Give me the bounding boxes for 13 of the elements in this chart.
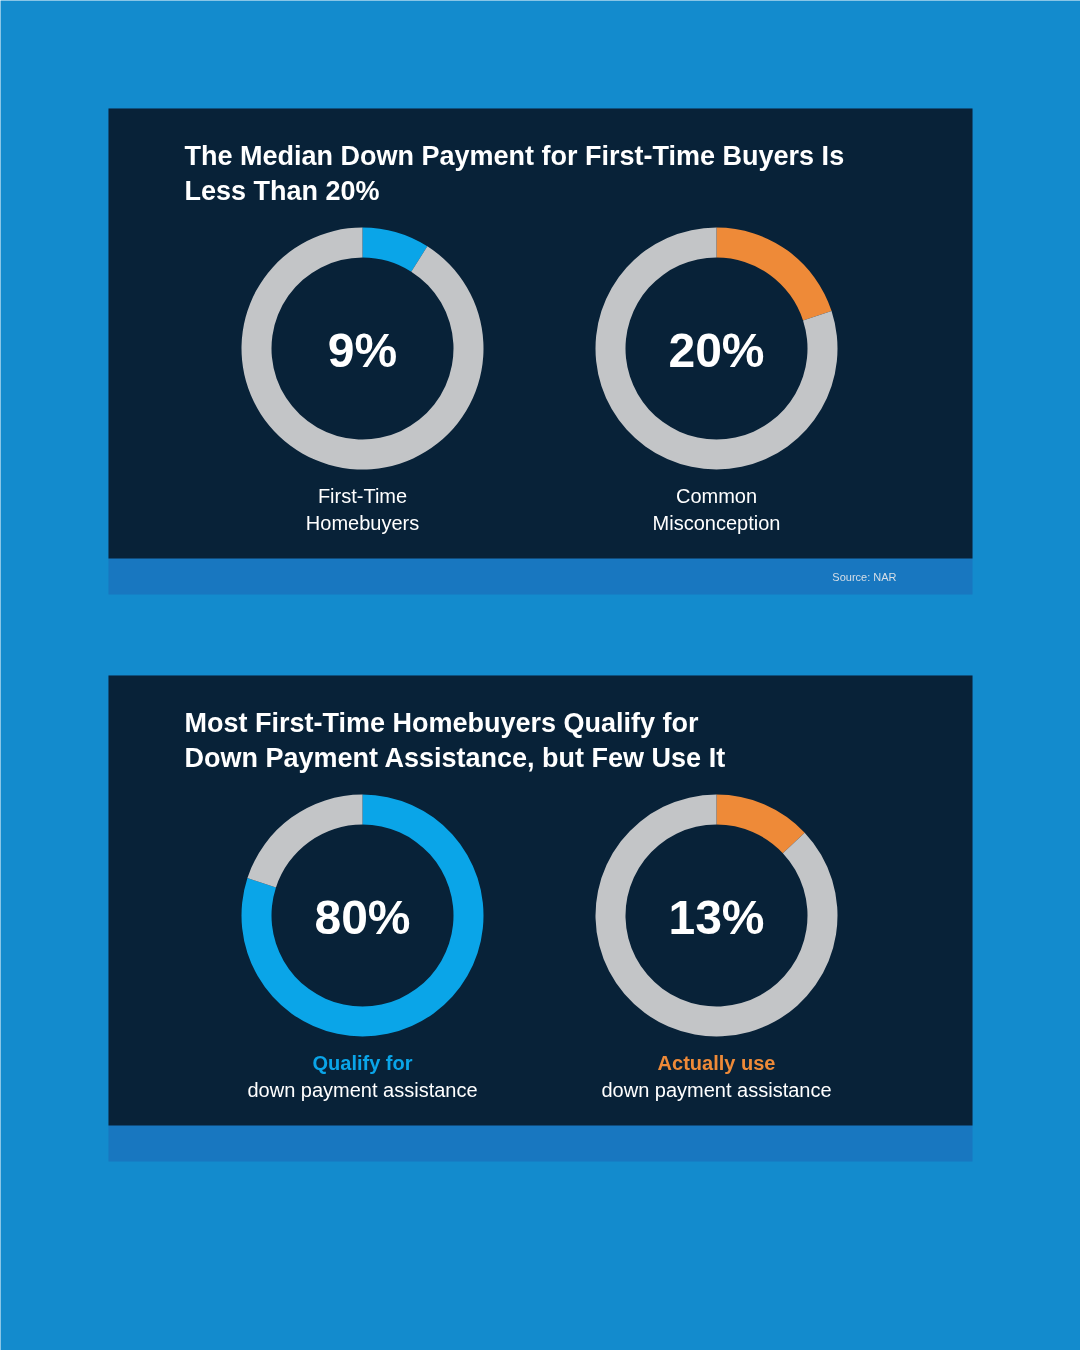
text: Qualify for [312,1051,413,1074]
text: 80% [314,891,411,944]
text: down payment assistance [601,1078,832,1101]
text: 13% [668,891,765,944]
text: down payment assistance [247,1078,478,1101]
text: 20% [668,324,765,377]
source-note: Source: NAR [832,570,897,583]
chart-title: The Median Down Payment for First-Time Buyers Is Less Than 20% [184,140,845,206]
text: Common Misconception [652,484,781,534]
chart-title: Most First-Time Homebuyers Qualify for Down Payment Assistance, but Few Use It [184,707,726,773]
text: 9% [327,324,398,377]
text: First-Time Homebuyers [305,484,420,534]
text: Actually use [657,1051,776,1074]
